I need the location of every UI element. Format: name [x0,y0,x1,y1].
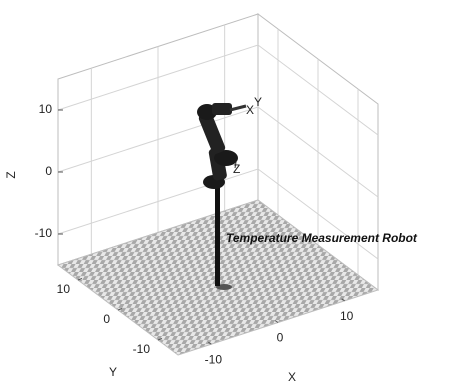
x-tick-label: -10 [205,352,223,366]
y-tick-label: -10 [133,342,151,356]
z-axis-label: Z [4,171,18,178]
frame-label: Y [254,95,262,109]
x-tick-label: 10 [340,309,354,323]
chart: X Y Z Temperature Measurement Robot Z Y … [0,0,459,385]
robot-wrist [212,103,232,115]
y-tick-label: 10 [57,282,71,296]
z-tick-label: -10 [35,226,53,240]
robot-tool [230,106,246,110]
x-axis-label: X [288,370,296,384]
z-tick-label: 10 [39,102,53,116]
y-tick-label: 0 [103,312,110,326]
annotation: Temperature Measurement Robot [226,231,418,245]
grid-line [58,45,378,135]
frame-label: X [246,103,254,117]
z-tick-label: 0 [45,164,52,178]
robot-pole [215,186,220,286]
x-tick-label: 0 [277,331,284,345]
y-axis-label: Y [109,365,117,379]
frame-label: Z [233,162,240,176]
